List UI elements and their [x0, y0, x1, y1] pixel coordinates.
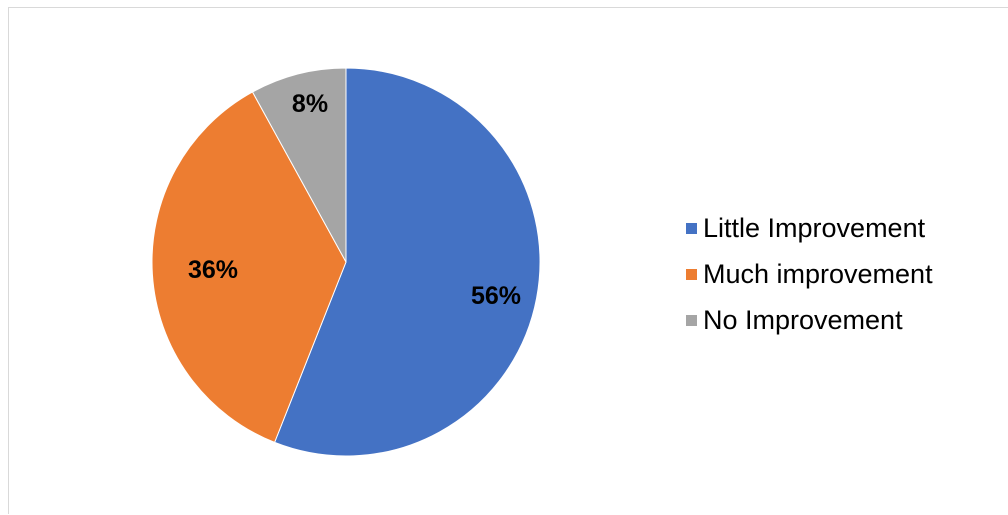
- legend: Little Improvement Much improvement No Imp…: [686, 205, 933, 343]
- legend-swatch: [686, 268, 697, 280]
- data-label-little-improvement: 56%: [471, 282, 521, 310]
- legend-item-little-improvement: Little Improvement: [686, 205, 933, 251]
- legend-label: Much improvement: [703, 259, 933, 289]
- legend-item-much-improvement: Much improvement: [686, 251, 933, 297]
- pie-chart: 56% 36% 8%: [151, 67, 541, 457]
- data-label-much-improvement: 36%: [188, 256, 238, 284]
- chart-area: 56% 36% 8% Little Improvement Much improvem…: [8, 7, 1008, 514]
- pie-slice-little-improvement: [273, 67, 541, 457]
- legend-item-no-improvement: No Improvement: [686, 297, 933, 343]
- legend-swatch: [686, 314, 697, 326]
- legend-swatch: [686, 222, 697, 234]
- legend-label: No Improvement: [703, 305, 903, 335]
- data-label-no-improvement: 8%: [292, 90, 328, 118]
- pie-slice-no-improvement: [251, 67, 347, 263]
- legend-label: Little Improvement: [703, 213, 926, 243]
- pie-slice-much-improvement: [151, 91, 347, 444]
